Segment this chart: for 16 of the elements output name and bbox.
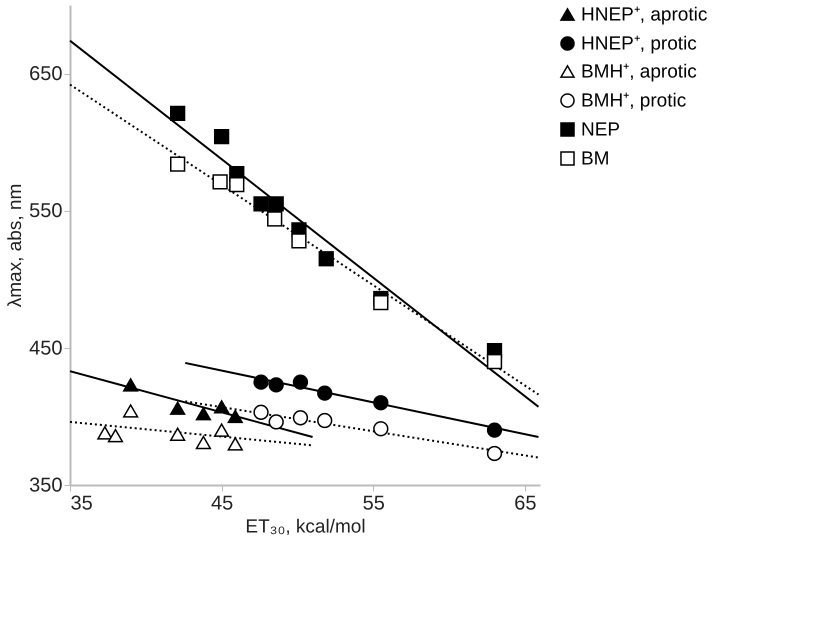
x-tick-label: 45 bbox=[210, 492, 234, 514]
legend-label: NEP bbox=[581, 120, 620, 140]
x-tick-label: 65 bbox=[514, 492, 536, 514]
y-tick-label: 650 bbox=[29, 63, 62, 86]
legend-label: HNEP⁺, protic bbox=[581, 34, 697, 54]
x-tick-label: 55 bbox=[362, 492, 385, 514]
y-tick-label: 350 bbox=[29, 474, 62, 496]
x-axis-title: ET₃₀, kcal/mol bbox=[245, 516, 366, 538]
legend-label: BMH⁺, aprotic bbox=[581, 62, 697, 82]
y-tick-label: 450 bbox=[29, 337, 62, 360]
y-axis-title: λmax, abs, nm bbox=[5, 184, 26, 308]
legend-label: HNEP⁺, aprotic bbox=[581, 4, 708, 26]
legend-label: BMH⁺, protic bbox=[581, 90, 686, 112]
y-tick-label: 550 bbox=[29, 200, 62, 222]
x-tick-label: 35 bbox=[70, 492, 93, 514]
legend-label: BM bbox=[581, 148, 610, 170]
